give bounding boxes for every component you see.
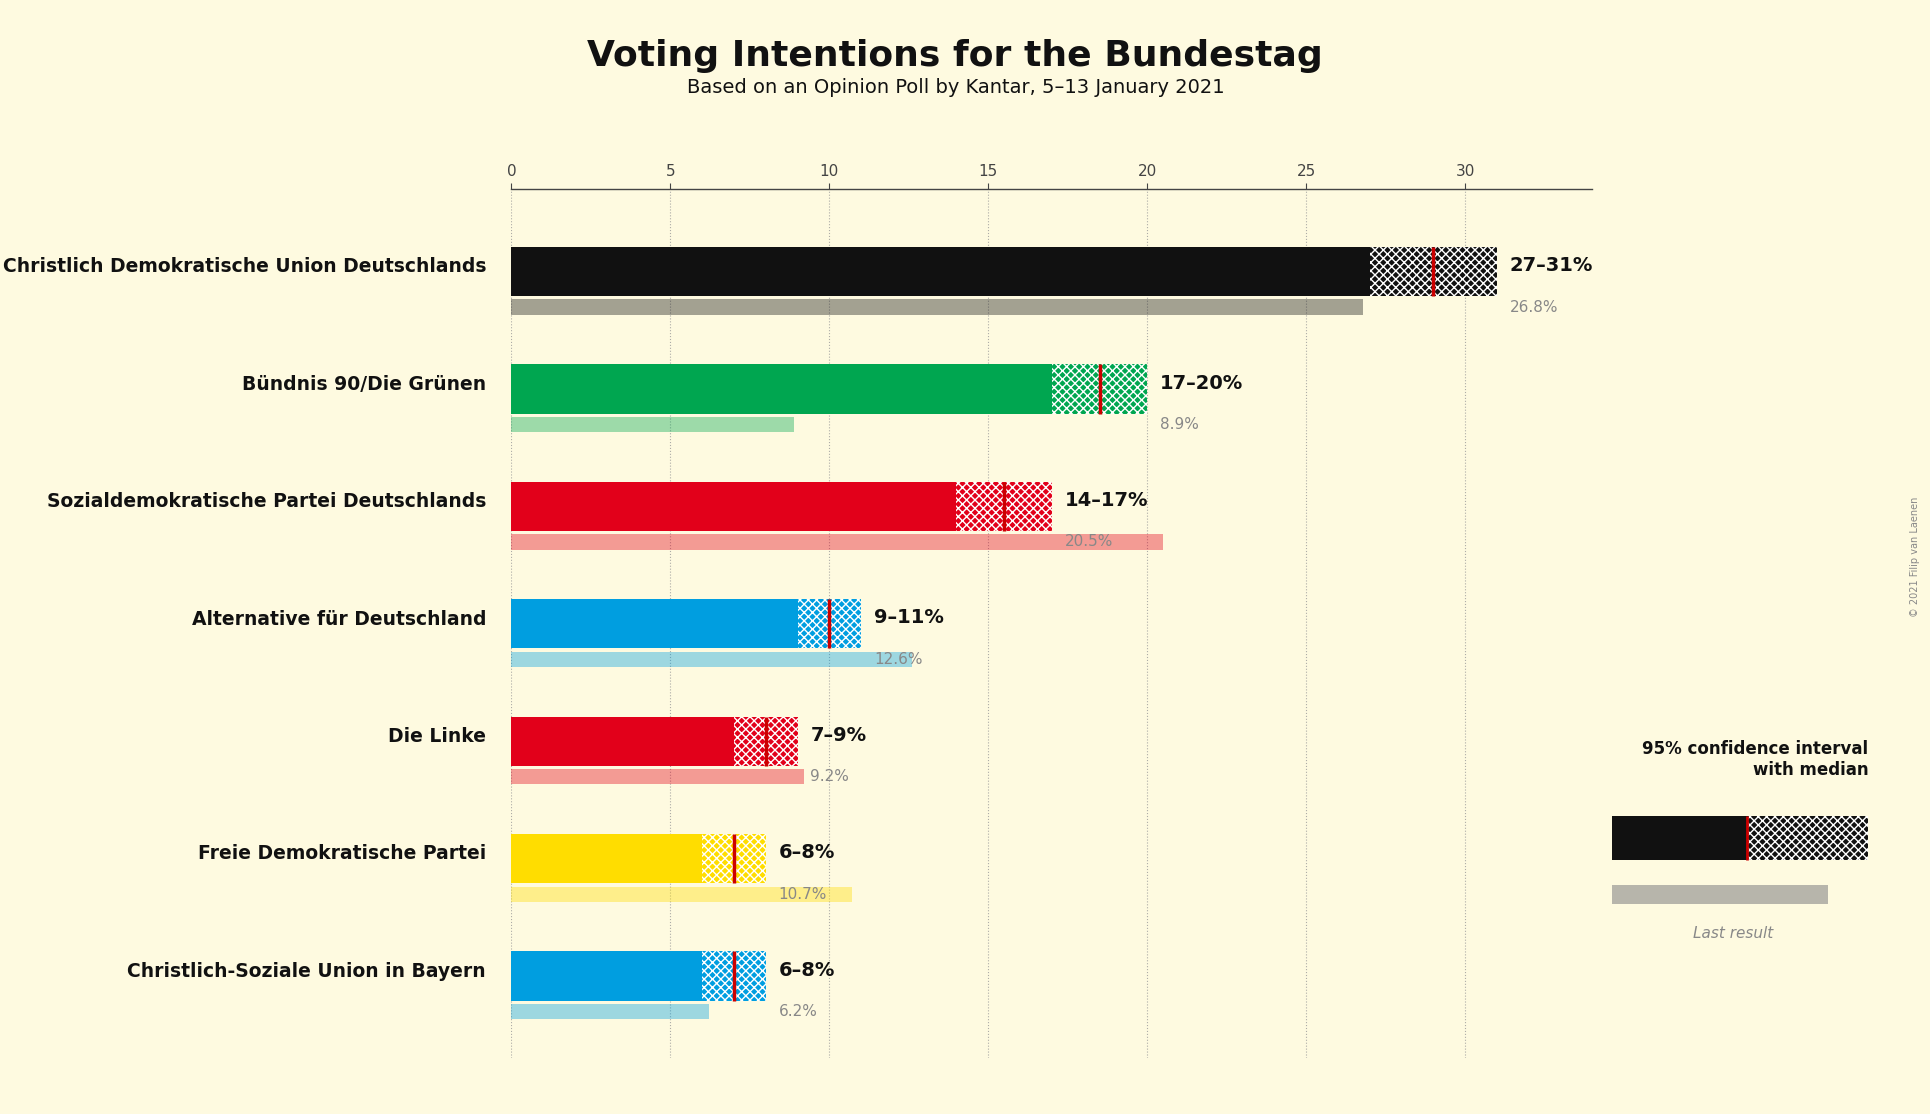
Bar: [1370, 247, 1498, 296]
Bar: [703, 951, 766, 1000]
Bar: [511, 1004, 708, 1019]
Bar: [511, 951, 703, 1000]
Bar: [1052, 364, 1146, 413]
Text: 95% confidence interval
with median: 95% confidence interval with median: [1642, 740, 1868, 779]
Bar: [1612, 885, 1828, 905]
Bar: [733, 716, 797, 766]
Text: Freie Demokratische Partei: Freie Demokratische Partei: [197, 844, 486, 863]
Text: Christlich Demokratische Union Deutschlands: Christlich Demokratische Union Deutschla…: [2, 257, 486, 276]
Bar: [1052, 364, 1146, 413]
Text: Voting Intentions for the Bundestag: Voting Intentions for the Bundestag: [587, 39, 1324, 74]
Bar: [511, 364, 1052, 413]
Bar: [511, 535, 1164, 549]
Text: Bündnis 90/Die Grünen: Bündnis 90/Die Grünen: [241, 374, 486, 394]
Bar: [511, 599, 797, 648]
Bar: [797, 599, 861, 648]
Text: Last result: Last result: [1693, 927, 1774, 941]
Text: 17–20%: 17–20%: [1160, 373, 1243, 392]
Bar: [733, 716, 797, 766]
Text: 6–8%: 6–8%: [778, 960, 836, 979]
Text: 12.6%: 12.6%: [874, 652, 923, 667]
Bar: [511, 481, 957, 531]
Bar: [703, 834, 766, 883]
Text: Based on an Opinion Poll by Kantar, 5–13 January 2021: Based on an Opinion Poll by Kantar, 5–13…: [687, 78, 1224, 97]
Text: 6.2%: 6.2%: [778, 1004, 816, 1019]
Bar: [703, 951, 766, 1000]
Text: 26.8%: 26.8%: [1509, 300, 1558, 314]
Bar: [703, 834, 766, 883]
Bar: [511, 300, 1363, 315]
Bar: [511, 716, 733, 766]
Bar: [957, 481, 1052, 531]
Bar: [1612, 817, 1747, 860]
Text: 27–31%: 27–31%: [1509, 256, 1592, 275]
Bar: [511, 887, 851, 902]
Bar: [511, 247, 1370, 296]
Bar: [1370, 247, 1498, 296]
Text: 6–8%: 6–8%: [778, 843, 836, 862]
Bar: [797, 599, 861, 648]
Text: 7–9%: 7–9%: [811, 726, 867, 745]
Bar: [511, 652, 913, 667]
Text: © 2021 Filip van Laenen: © 2021 Filip van Laenen: [1909, 497, 1920, 617]
Text: Die Linke: Die Linke: [388, 727, 486, 746]
Text: 9–11%: 9–11%: [874, 608, 944, 627]
Text: Christlich-Soziale Union in Bayern: Christlich-Soziale Union in Bayern: [127, 961, 486, 981]
Text: 9.2%: 9.2%: [811, 770, 849, 784]
Text: 8.9%: 8.9%: [1160, 417, 1199, 432]
Text: Alternative für Deutschland: Alternative für Deutschland: [191, 609, 486, 628]
Text: 20.5%: 20.5%: [1065, 535, 1114, 549]
Text: Sozialdemokratische Partei Deutschlands: Sozialdemokratische Partei Deutschlands: [46, 492, 486, 511]
Bar: [511, 417, 795, 432]
Bar: [1747, 817, 1868, 860]
Bar: [511, 834, 703, 883]
Text: 10.7%: 10.7%: [778, 887, 826, 901]
Bar: [957, 481, 1052, 531]
Bar: [511, 769, 805, 784]
Text: 14–17%: 14–17%: [1065, 491, 1148, 510]
